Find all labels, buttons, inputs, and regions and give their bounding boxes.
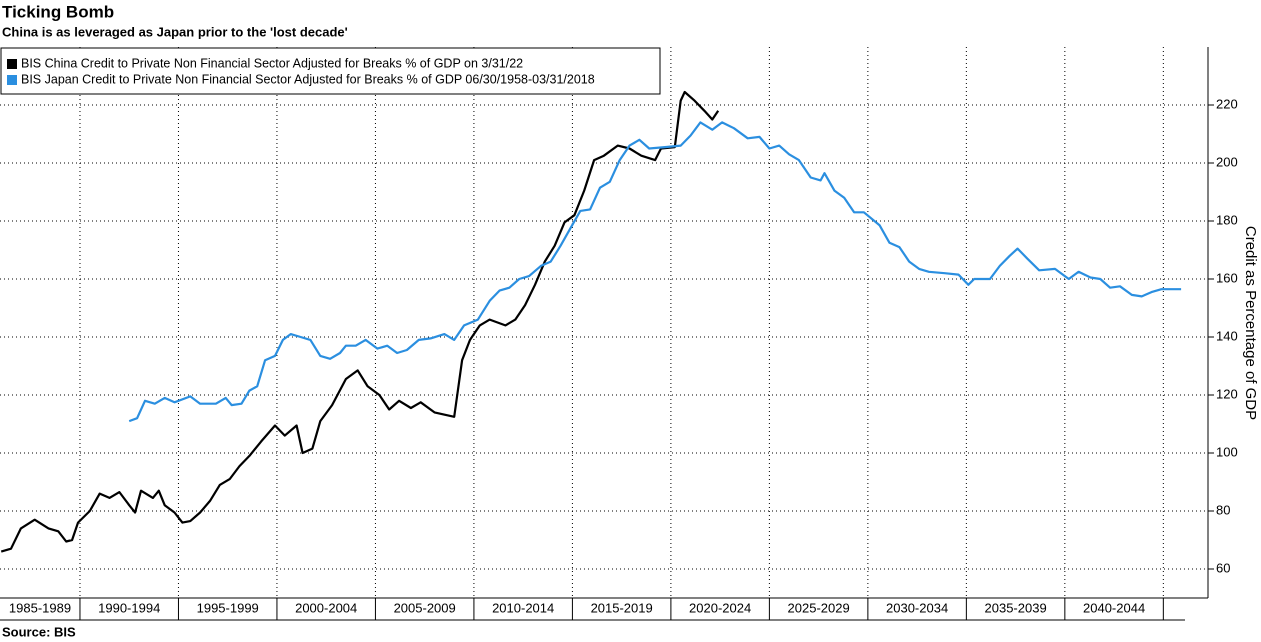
legend-swatch [7, 59, 17, 69]
x-tick-label: 2010-2014 [492, 600, 554, 615]
y-tick-label: 180 [1216, 212, 1238, 227]
series-line [0, 90, 720, 553]
chart-title: Ticking Bomb [2, 2, 114, 21]
chart-subtitle: China is as leveraged as Japan prior to … [2, 24, 348, 39]
series-line [128, 121, 1182, 423]
x-tick-label: 2015-2019 [591, 600, 653, 615]
y-tick-label: 100 [1216, 444, 1238, 459]
x-tick-label: 2035-2039 [985, 600, 1047, 615]
y-tick-label: 80 [1216, 502, 1230, 517]
y-tick-label: 140 [1216, 328, 1238, 343]
y-axis-label: Credit as Percentage of GDP [1242, 226, 1259, 420]
y-tick-label: 160 [1216, 270, 1238, 285]
x-tick-label: 2040-2044 [1083, 600, 1145, 615]
y-tick-label: 220 [1216, 96, 1238, 111]
x-tick-label: 1985-1989 [9, 600, 71, 615]
y-tick-label: 60 [1216, 560, 1230, 575]
x-tick-label: 1990-1994 [98, 600, 160, 615]
legend: BIS China Credit to Private Non Financia… [0, 47, 661, 95]
x-tick-label: 1995-1999 [197, 600, 259, 615]
legend-box [0, 47, 661, 95]
y-tick-label: 200 [1216, 154, 1238, 169]
x-tick-label: 2030-2034 [886, 600, 948, 615]
y-tick-label: 120 [1216, 386, 1238, 401]
source: Source: BIS [2, 624, 76, 639]
legend-label: BIS China Credit to Private Non Financia… [21, 56, 523, 70]
x-tick-label: 2025-2029 [788, 600, 850, 615]
x-tick-label: 2020-2024 [689, 600, 751, 615]
legend-swatch [7, 75, 17, 85]
x-tick-label: 2000-2004 [295, 600, 357, 615]
legend-label: BIS Japan Credit to Private Non Financia… [21, 72, 595, 86]
x-tick-label: 2005-2009 [394, 600, 456, 615]
